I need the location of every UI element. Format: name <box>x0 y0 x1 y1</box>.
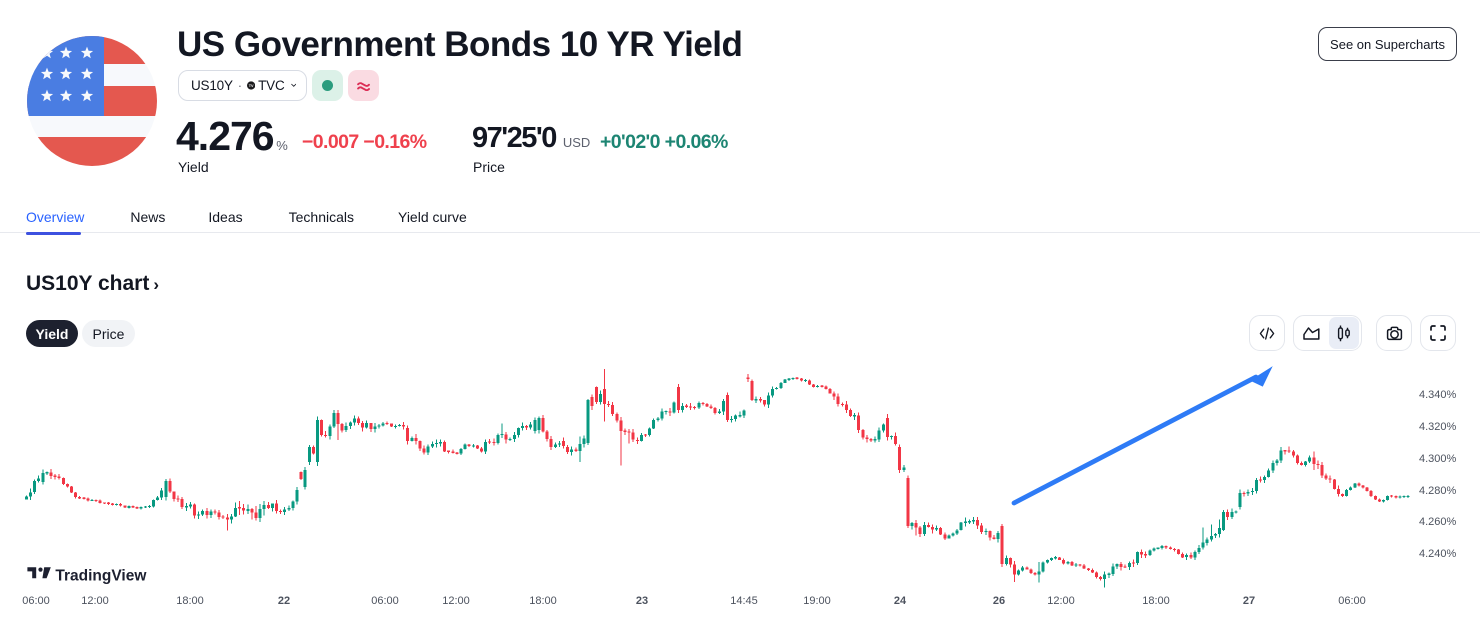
svg-text:06:00: 06:00 <box>22 595 50 607</box>
svg-text:06:00: 06:00 <box>1338 595 1366 607</box>
svg-text:18:00: 18:00 <box>176 595 204 607</box>
svg-text:14:45: 14:45 <box>730 595 758 607</box>
svg-text:24: 24 <box>894 595 907 607</box>
svg-text:4.320%: 4.320% <box>1419 421 1457 433</box>
svg-text:12:00: 12:00 <box>81 595 109 607</box>
svg-text:26: 26 <box>993 595 1005 607</box>
svg-text:TV: TV <box>249 84 254 88</box>
svg-text:18:00: 18:00 <box>529 595 557 607</box>
svg-text:4.300%: 4.300% <box>1419 453 1457 465</box>
svg-text:12:00: 12:00 <box>442 595 470 607</box>
svg-text:TradingView: TradingView <box>55 568 147 585</box>
svg-text:18:00: 18:00 <box>1142 595 1170 607</box>
svg-text:4.280%: 4.280% <box>1419 485 1457 497</box>
svg-text:12:00: 12:00 <box>1047 595 1075 607</box>
svg-text:06:00: 06:00 <box>371 595 399 607</box>
svg-text:22: 22 <box>278 595 290 607</box>
svg-text:4.260%: 4.260% <box>1419 516 1457 528</box>
svg-text:23: 23 <box>636 595 648 607</box>
svg-text:19:00: 19:00 <box>803 595 831 607</box>
svg-text:27: 27 <box>1243 595 1255 607</box>
svg-text:4.240%: 4.240% <box>1419 548 1457 560</box>
svg-text:4.340%: 4.340% <box>1419 389 1457 401</box>
